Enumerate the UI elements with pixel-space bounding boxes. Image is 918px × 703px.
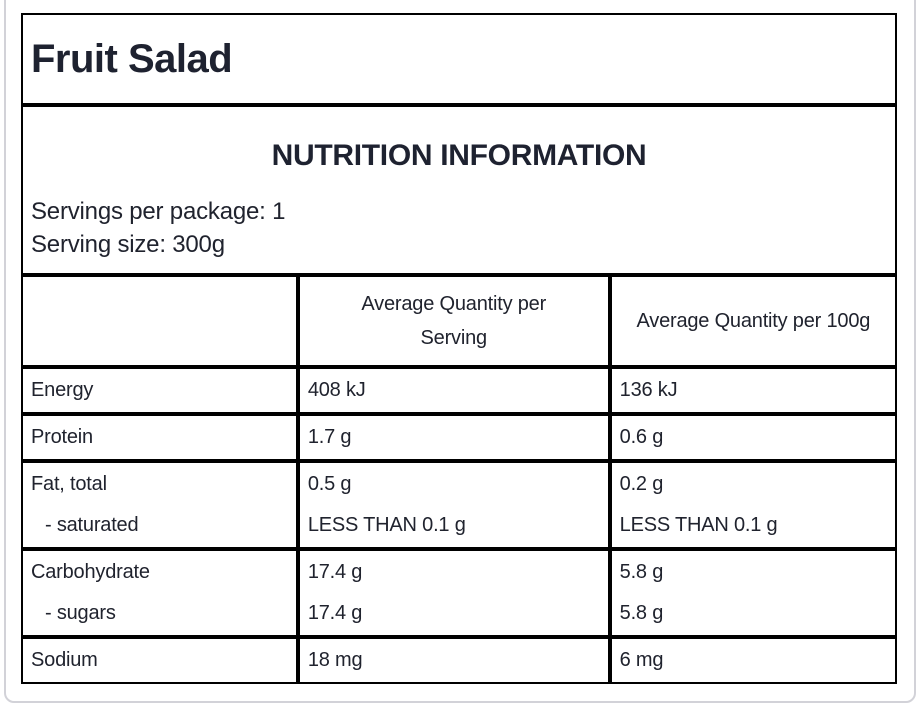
nutrition-table: Average Quantity per Serving Average Qua… <box>21 275 897 684</box>
per-serving-value: 408 kJ <box>307 379 366 401</box>
sub-nutrient-label: - saturated <box>45 514 139 536</box>
table-header-row: Average Quantity per Serving Average Qua… <box>21 275 897 367</box>
sub-per-serving-value: 17.4 g <box>307 602 363 624</box>
per-serving-value: 0.5 g <box>307 473 352 495</box>
servings-per-package-text: Servings per package: 1 <box>31 198 286 225</box>
table-row-carbohydrate: Carbohydrate - sugars 17.4 g 17.4 g 5.8 … <box>21 549 897 637</box>
nutrient-label: Carbohydrate <box>31 561 150 583</box>
col-header-per-100g: Average Quantity per 100g <box>609 275 897 367</box>
sub-nutrient-label: - sugars <box>45 602 116 624</box>
per-serving-value: 18 mg <box>307 649 363 671</box>
per-100g-value: 0.2 g <box>619 473 664 495</box>
per-100g-value: 5.8 g <box>619 561 664 583</box>
table-row-sodium: Sodium 18 mg 6 mg <box>21 637 897 684</box>
col-header-per-serving: Average Quantity per Serving <box>297 275 610 367</box>
nutrition-label: Fruit Salad NUTRITION INFORMATION Servin… <box>21 13 897 684</box>
sub-per-serving-value: LESS THAN 0.1 g <box>307 514 466 536</box>
nutrition-information-heading: NUTRITION INFORMATION <box>271 139 647 172</box>
per-serving-value: 17.4 g <box>307 561 363 583</box>
col-header-per-100g-text: Average Quantity per 100g <box>636 310 871 332</box>
product-title-box: Fruit Salad <box>21 13 897 105</box>
per-100g-value: 136 kJ <box>619 379 678 401</box>
nutrient-label: Energy <box>31 379 94 401</box>
serving-size-text: Serving size: 300g <box>31 231 225 258</box>
table-row-fat: Fat, total - saturated 0.5 g LESS THAN 0… <box>21 461 897 549</box>
product-title: Fruit Salad <box>31 37 233 81</box>
nutrient-label: Protein <box>31 426 93 448</box>
nutrient-label: Fat, total <box>31 473 107 495</box>
sub-per-100g-value: 5.8 g <box>619 602 664 624</box>
col-header-empty <box>21 275 298 367</box>
col-header-per-serving-text: Average Quantity per Serving <box>361 293 547 349</box>
nutrient-label: Sodium <box>31 649 98 671</box>
sub-per-100g-value: LESS THAN 0.1 g <box>619 514 778 536</box>
nutrition-panel-header: NUTRITION INFORMATION Servings per packa… <box>21 105 897 275</box>
per-100g-value: 0.6 g <box>619 426 664 448</box>
per-serving-value: 1.7 g <box>307 426 352 448</box>
per-100g-value: 6 mg <box>619 649 664 671</box>
table-row-energy: Energy 408 kJ 136 kJ <box>21 367 897 414</box>
table-row-protein: Protein 1.7 g 0.6 g <box>21 414 897 461</box>
